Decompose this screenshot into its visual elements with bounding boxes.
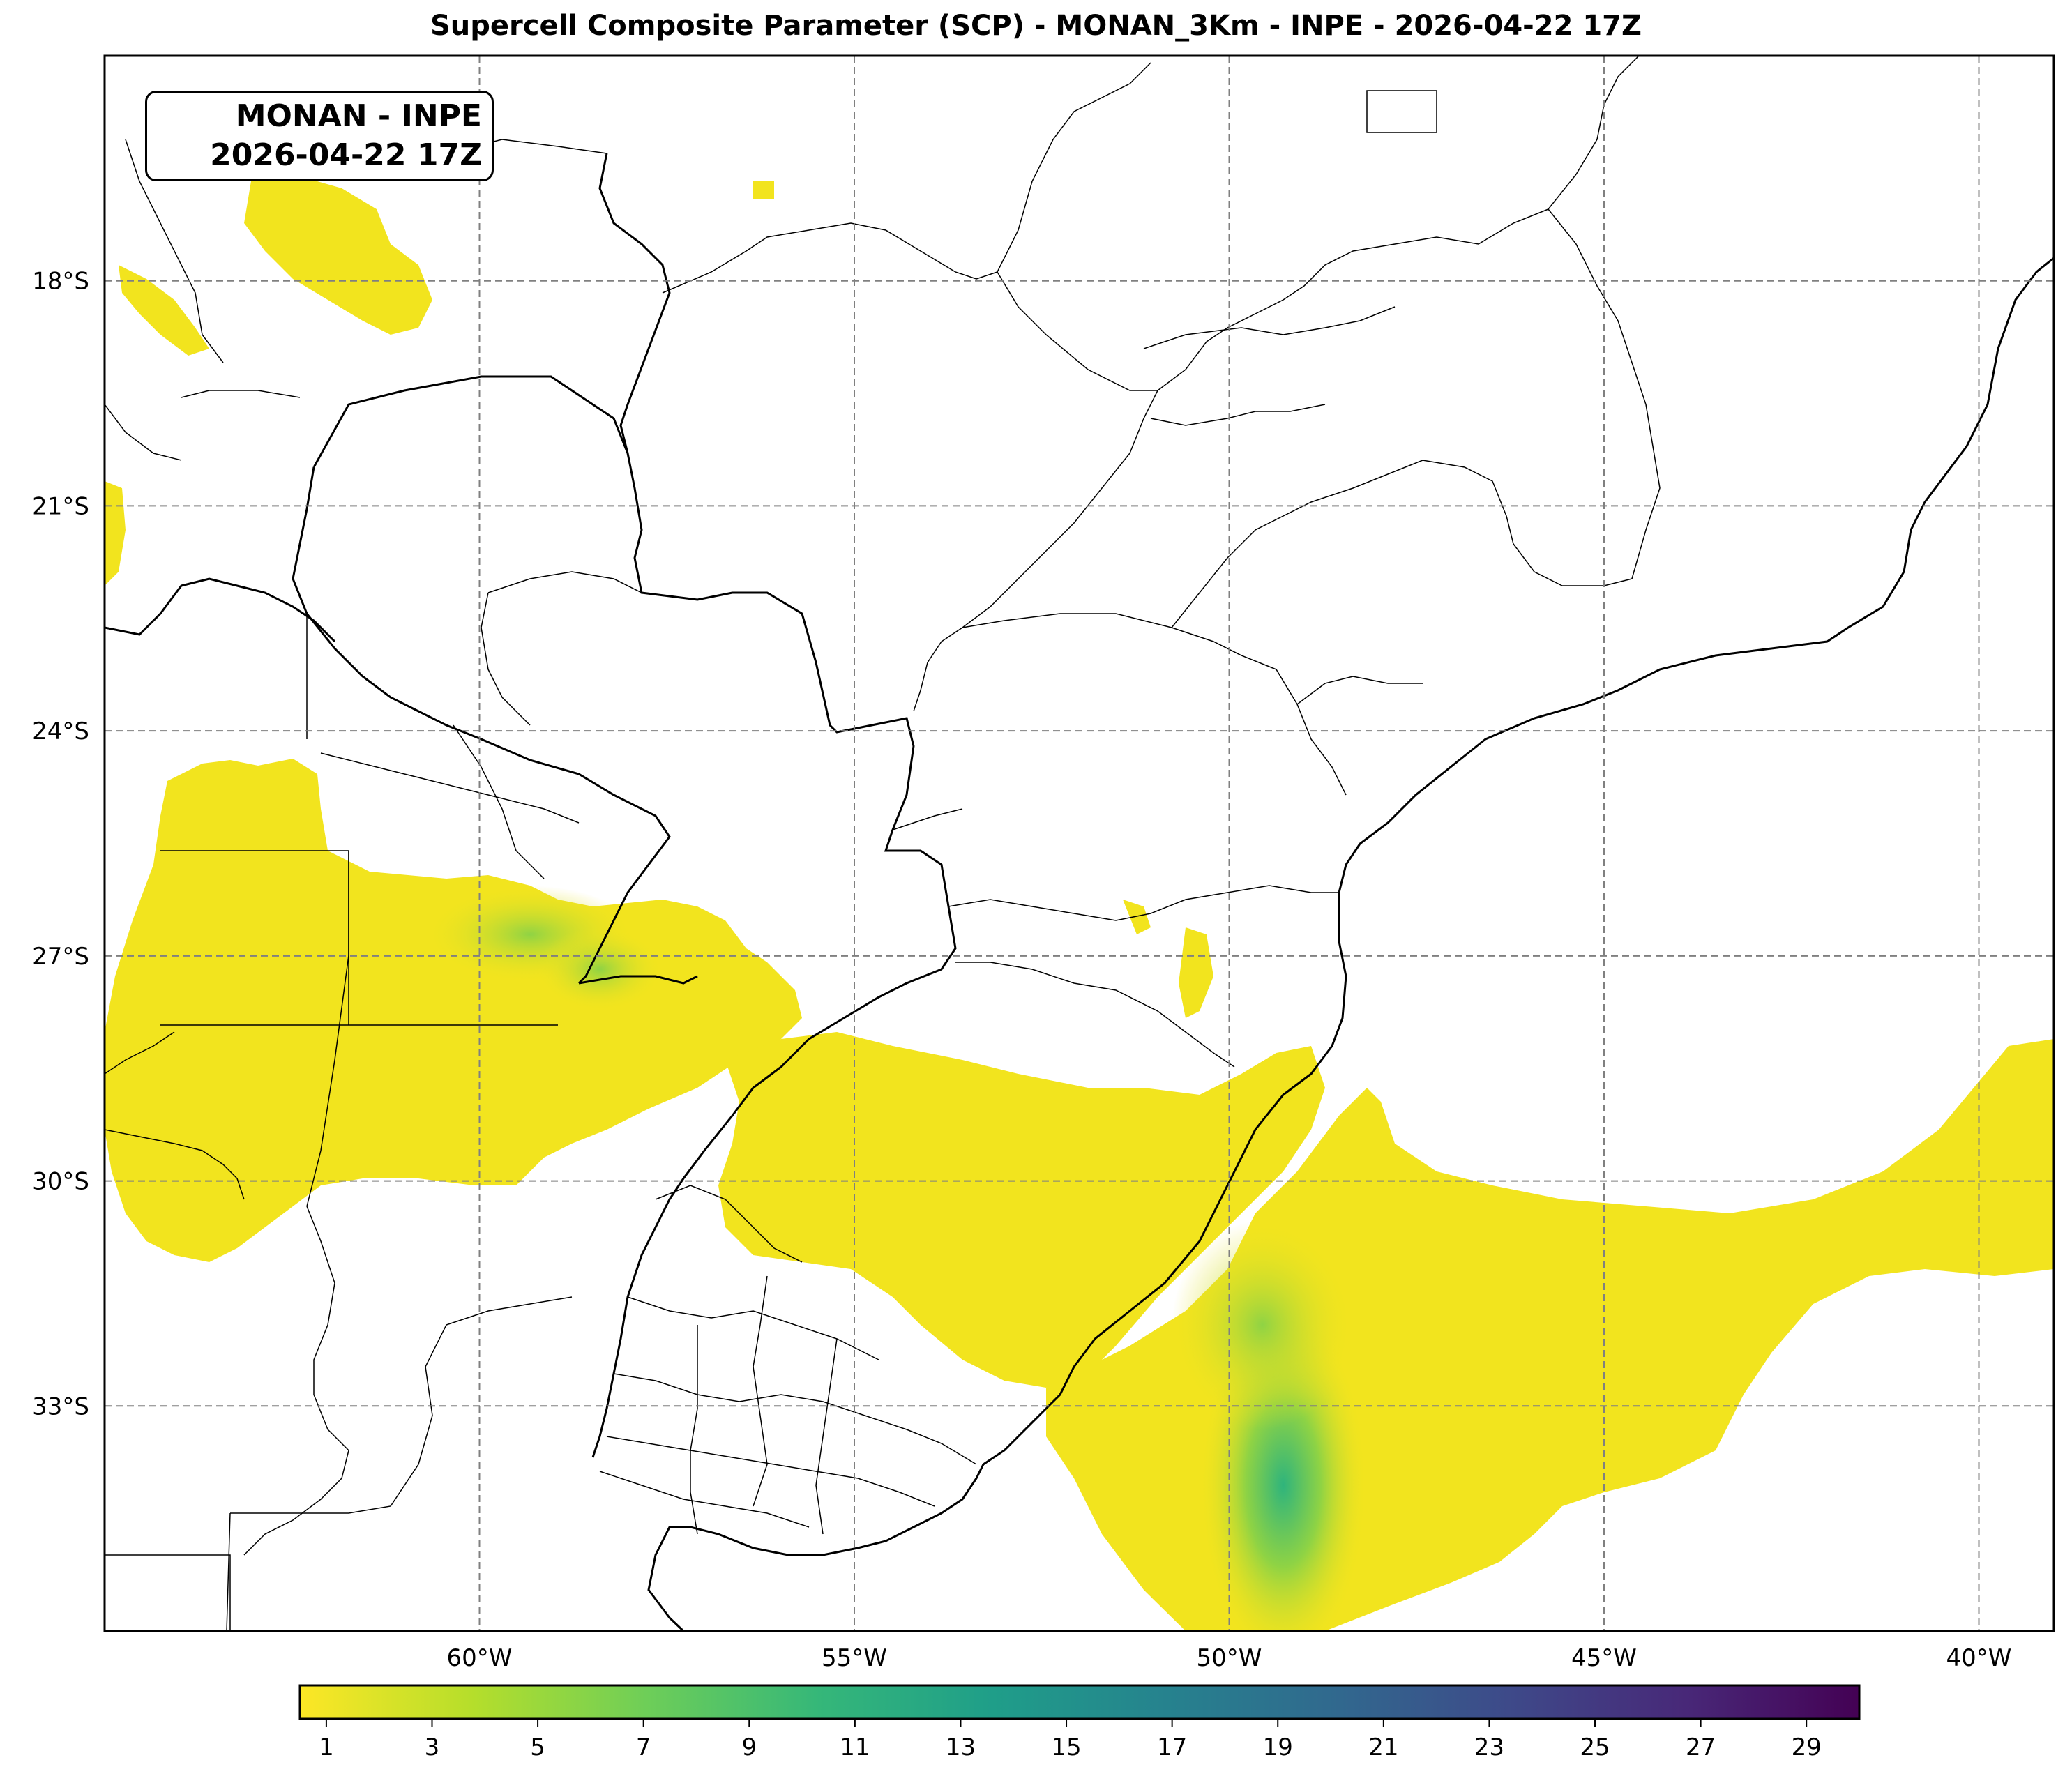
info-box-line1: MONAN - INPE [235, 98, 482, 134]
lat-label: 21°S [32, 492, 89, 520]
map-title: Supercell Composite Parameter (SCP) - MO… [430, 10, 1642, 42]
lat-label: 33°S [32, 1393, 89, 1420]
scp-field [105, 174, 2054, 1631]
lon-label: 45°W [1571, 1644, 1637, 1672]
longitude-labels: 60°W 55°W 50°W 45°W 40°W [447, 1644, 2012, 1672]
lon-label: 50°W [1197, 1644, 1262, 1672]
colorbar-tick-label: 3 [425, 1733, 440, 1761]
colorbar-tick-label: 9 [741, 1733, 757, 1761]
colorbar-tick-label: 29 [1792, 1733, 1822, 1761]
lat-label: 18°S [32, 268, 89, 296]
colorbar-tick-label: 19 [1263, 1733, 1293, 1761]
graticule [105, 56, 2054, 1631]
colorbar-tick-label: 11 [840, 1733, 870, 1761]
colorbar-tick-label: 25 [1580, 1733, 1610, 1761]
colorbar-ticks: 1 3 5 7 9 11 13 15 17 19 21 23 25 27 29 [319, 1719, 1822, 1761]
info-box: MONAN - INPE 2026-04-22 17Z [145, 91, 494, 181]
latitude-labels: 18°S 21°S 24°S 27°S 30°S 33°S [32, 268, 89, 1421]
lon-label: 55°W [822, 1644, 887, 1672]
lat-label: 27°S [32, 943, 89, 971]
colorbar-tick-label: 13 [946, 1733, 976, 1761]
colorbar-tick-label: 7 [636, 1733, 651, 1761]
colorbar-tick-label: 23 [1474, 1733, 1504, 1761]
lat-label: 30°S [32, 1168, 89, 1196]
country-boundaries [105, 56, 2054, 1631]
lat-label: 24°S [32, 718, 89, 745]
map-frame [103, 54, 2055, 1632]
colorbar-gradient [298, 1684, 1861, 1720]
colorbar-tick-label: 15 [1051, 1733, 1081, 1761]
colorbar: 1 3 5 7 9 11 13 15 17 19 21 23 25 27 29 [298, 1684, 1861, 1761]
info-box-line2: 2026-04-22 17Z [210, 137, 482, 173]
colorbar-tick-label: 21 [1368, 1733, 1398, 1761]
colorbar-tick-label: 1 [319, 1733, 334, 1761]
colorbar-tick-label: 17 [1157, 1733, 1187, 1761]
colorbar-tick-label: 5 [530, 1733, 545, 1761]
colorbar-tick-label: 27 [1686, 1733, 1716, 1761]
lon-label: 40°W [1946, 1644, 2012, 1672]
lon-label: 60°W [447, 1644, 513, 1672]
